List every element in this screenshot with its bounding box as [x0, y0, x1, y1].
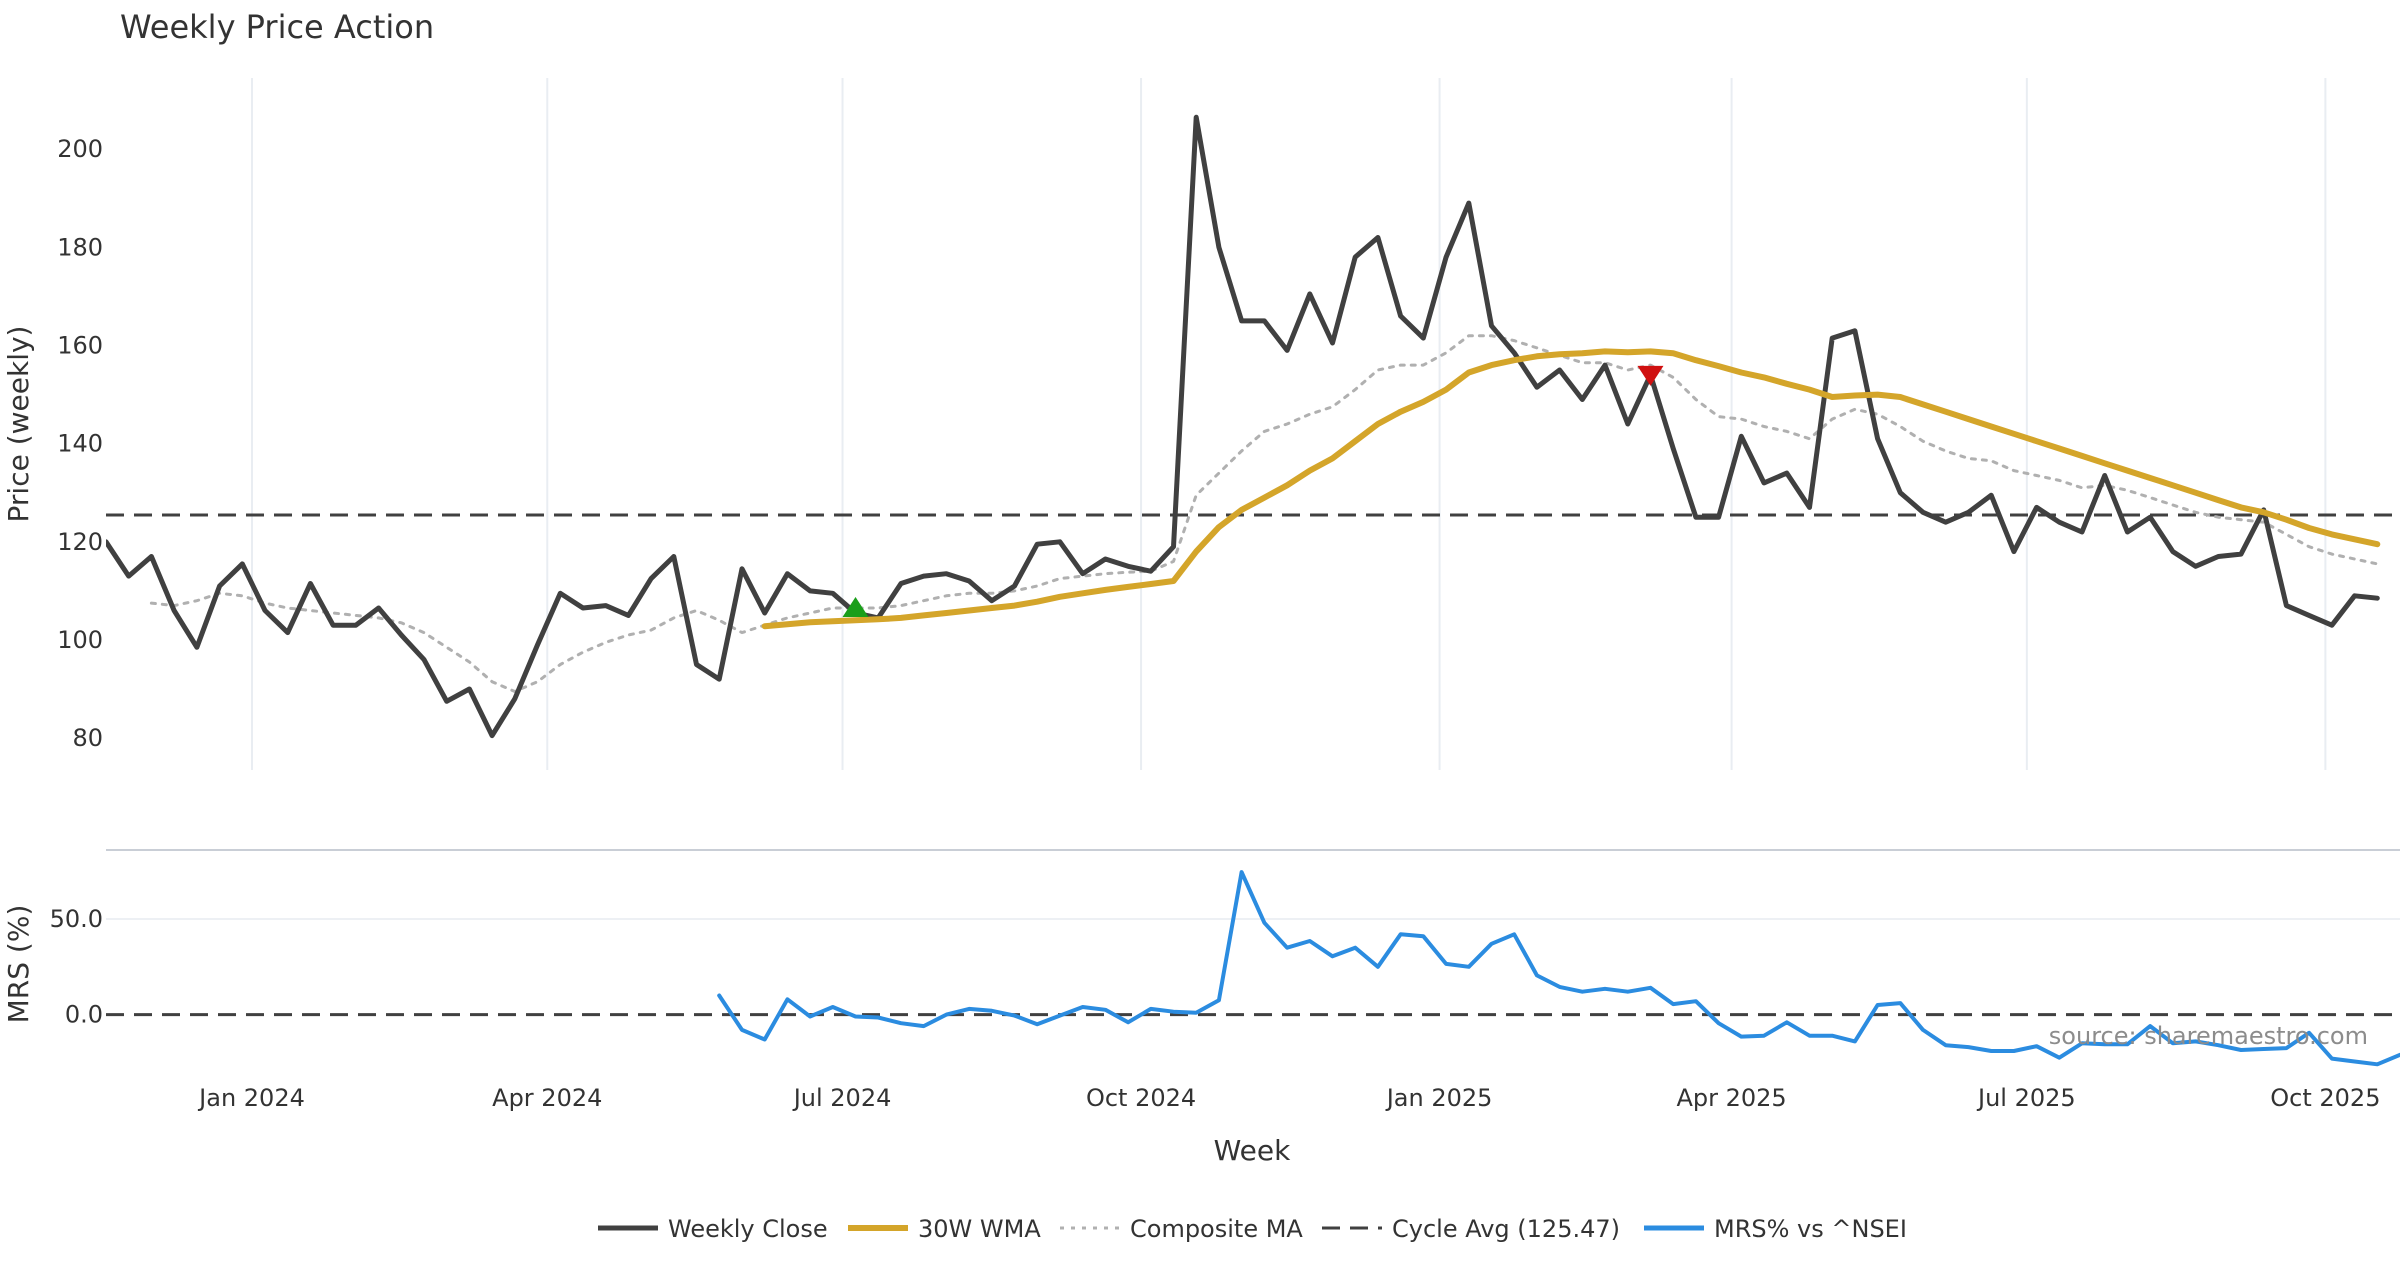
mrs-y-tick-label: 0.0	[65, 1001, 103, 1029]
legend-label: Cycle Avg (125.47)	[1392, 1215, 1620, 1243]
x-tick-label: Apr 2024	[492, 1084, 602, 1112]
price-y-tick-label: 180	[57, 233, 103, 261]
chart-legend: Weekly Close 30W WMA Composite MA Cycle Avg…	[598, 1215, 1907, 1243]
price-y-tick-label: 160	[57, 331, 103, 359]
source-note: source: sharemaestro.com	[2049, 1022, 2368, 1050]
mrs-line	[717, 870, 2400, 1067]
x-tick-label: Jul 2025	[1976, 1084, 2076, 1112]
legend-label: 30W WMA	[918, 1215, 1041, 1243]
buy-signal-marker	[842, 597, 869, 618]
x-tick-label: Jul 2024	[792, 1084, 892, 1112]
price-y-axis-label: Price (weekly)	[2, 326, 35, 523]
x-tick-label: Jan 2024	[197, 1084, 305, 1112]
chart-title: Weekly Price Action	[120, 8, 434, 46]
price-y-tick-label: 80	[72, 724, 103, 752]
wma-30w-line	[761, 348, 2381, 630]
x-tick-label: Apr 2025	[1676, 1084, 1786, 1112]
signal-markers	[842, 365, 1664, 618]
legend-label: Weekly Close	[668, 1215, 828, 1243]
x-tick-label: Oct 2025	[2270, 1084, 2380, 1112]
composite-ma-line	[149, 334, 2379, 693]
weekly-close-line	[106, 114, 2380, 739]
mrs-series-layer	[717, 870, 2400, 1067]
legend-label: Composite MA	[1130, 1215, 1303, 1243]
x-axis-ticks: Jan 2024 Apr 2024 Jul 2024 Oct 2024 Jan 2025…	[197, 1084, 2380, 1112]
mrs-y-axis-ticks: 50.0 0.0	[50, 905, 103, 1029]
x-tick-label: Jan 2025	[1385, 1084, 1493, 1112]
x-axis-label: Week	[1214, 1134, 1291, 1167]
price-y-tick-label: 200	[57, 135, 103, 163]
price-series-layer	[106, 114, 2381, 739]
x-tick-label: Oct 2024	[1086, 1084, 1196, 1112]
price-panel-gridlines	[251, 78, 2327, 770]
sell-signal-marker	[1637, 365, 1664, 386]
legend-label: MRS% vs ^NSEI	[1714, 1215, 1907, 1243]
price-y-axis-ticks: 80 100 120 140 160 180 200	[57, 135, 103, 752]
mrs-y-tick-label: 50.0	[50, 905, 103, 933]
price-y-tick-label: 140	[57, 430, 103, 458]
price-y-tick-label: 100	[57, 626, 103, 654]
price-y-tick-label: 120	[57, 528, 103, 556]
mrs-y-axis-label: MRS (%)	[2, 905, 35, 1024]
